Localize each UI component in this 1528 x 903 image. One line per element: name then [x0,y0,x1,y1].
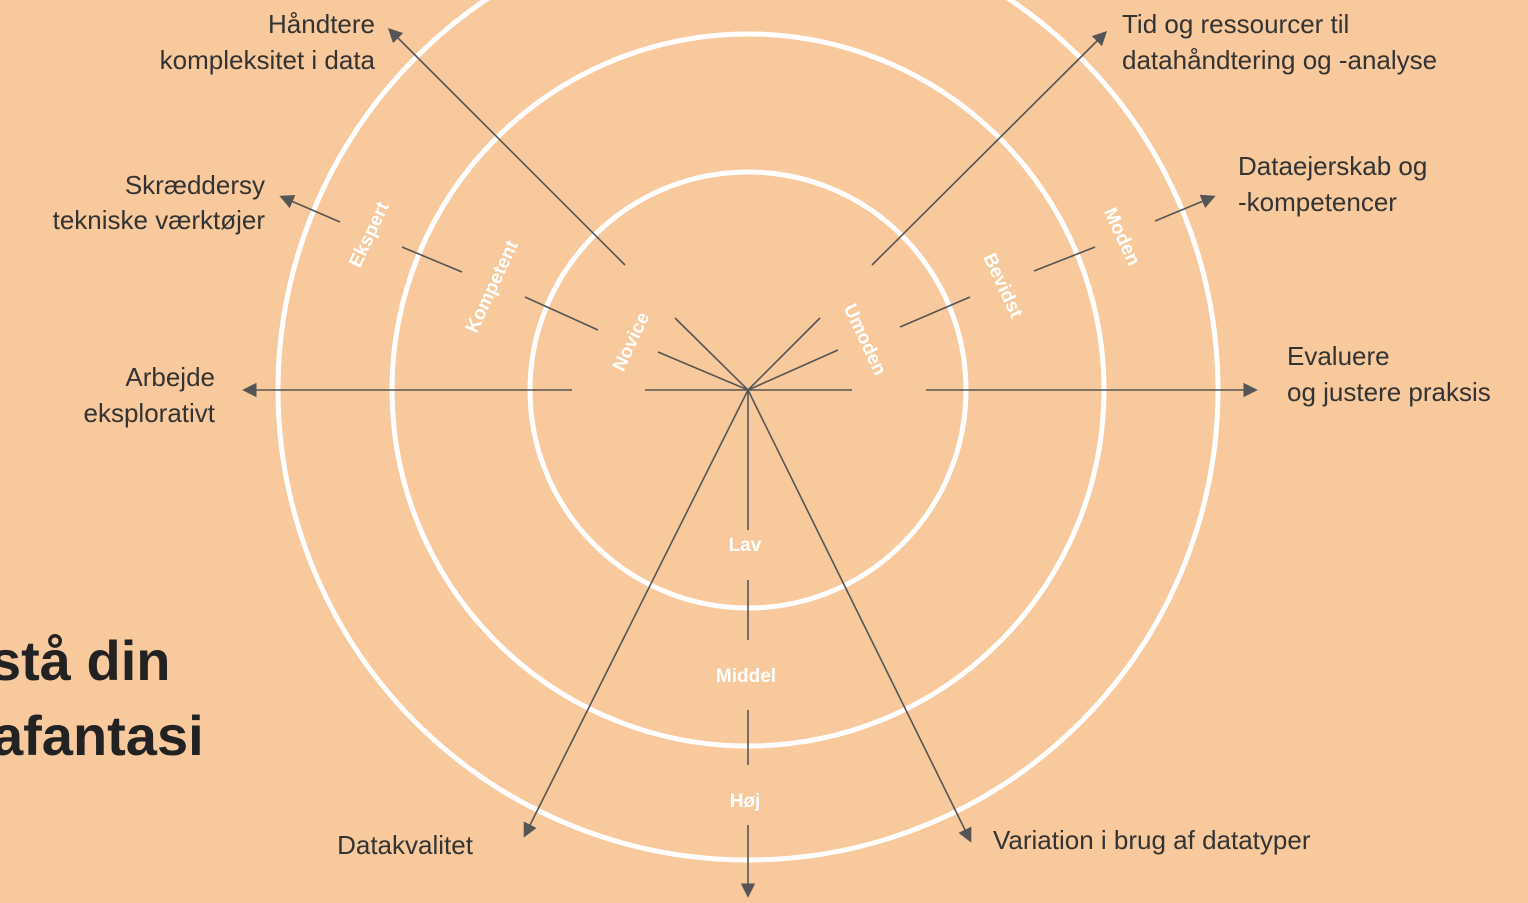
axis-line [523,389,749,838]
axis-label: Tid og ressourcer til [1122,9,1349,39]
axis-label: -kompetencer [1238,187,1397,217]
ring-label: Umoden [839,301,890,379]
axis-line [747,317,821,391]
axis-line [401,246,749,391]
title: stå din afantasi [0,629,204,767]
axis-label: Evaluere [1287,341,1390,371]
axis-label: Håndtere [268,9,375,39]
axis-label: tekniske værktøjer [53,205,266,235]
axis-label: Arbejde [125,362,215,392]
ring-label: Kompetent [462,237,523,336]
ring-label: Moden [1099,205,1144,269]
axis-label: Dataejerskab og [1238,151,1427,181]
axis-labels: Håndtere kompleksitet i data Skræddersy … [53,9,1491,860]
level-label: Høj [730,791,761,812]
level-label: Lav [729,535,762,556]
title-line: afantasi [0,704,204,767]
axis-label: og justere praksis [1287,377,1491,407]
axis-line [747,246,1096,391]
axis-line [747,389,972,843]
axis-label: Datakvalitet [337,830,474,860]
ring-label: Ekspert [345,198,394,271]
axis-label: Variation i brug af datatyper [993,825,1311,855]
axis-line [674,317,749,391]
axis-label: Skræddersy [125,170,265,200]
title-line: stå din [0,629,170,692]
level-label: Middel [716,666,776,687]
ring-label: Bevidst [978,250,1026,322]
axis-label: datahåndtering og -analyse [1122,45,1437,75]
axis-label: kompleksitet i data [160,45,376,75]
axis-line [387,27,626,266]
ring-labels: Novice Kompetent Ekspert Umoden Bevidst … [345,198,1144,812]
ring-label: Novice [609,309,654,374]
axis-lines [242,27,1258,898]
axis-label: eksplorativt [84,398,216,428]
axis-line [871,30,1108,266]
axis-line [1154,194,1216,222]
axis-line [279,194,341,223]
